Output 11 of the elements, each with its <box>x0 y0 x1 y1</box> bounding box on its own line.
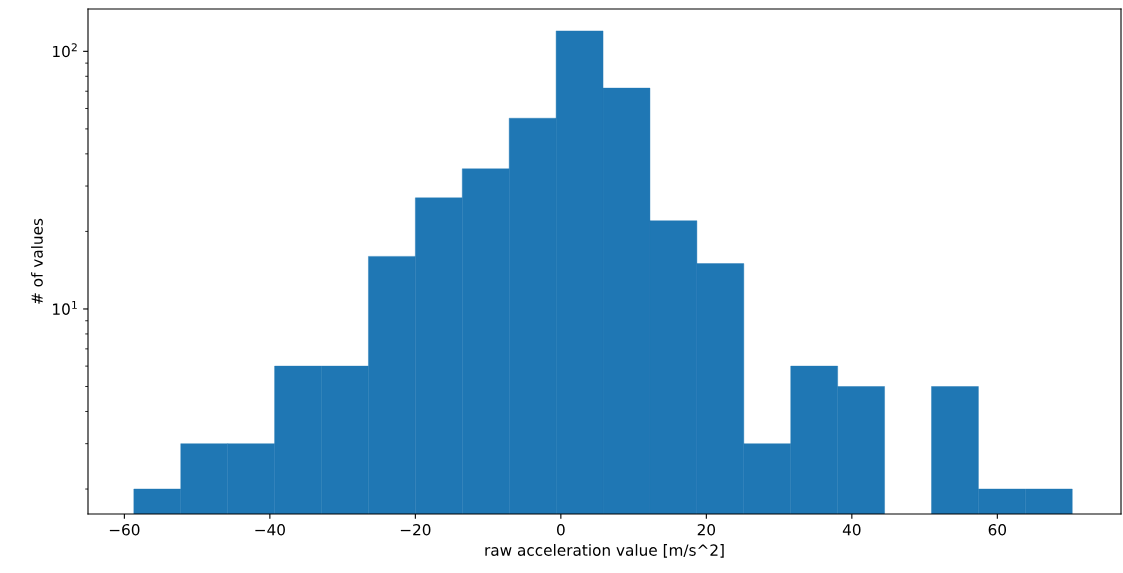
y-tick-label: 10$^{2}$ <box>53 43 77 58</box>
x-tick-label: −20 <box>400 523 431 536</box>
x-tick-label: 20 <box>697 523 716 536</box>
x-tick-label: −60 <box>109 523 140 536</box>
y-axis-title: # of values <box>31 218 43 304</box>
x-tick-label: 0 <box>557 523 565 536</box>
x-tick-label: 60 <box>988 523 1007 536</box>
x-tick-label: −40 <box>255 523 285 536</box>
x-axis-title: raw acceleration value [m/s^2] <box>485 544 724 558</box>
y-tick-label: 10$^{1}$ <box>53 301 77 315</box>
x-tick-label: 40 <box>842 523 861 536</box>
